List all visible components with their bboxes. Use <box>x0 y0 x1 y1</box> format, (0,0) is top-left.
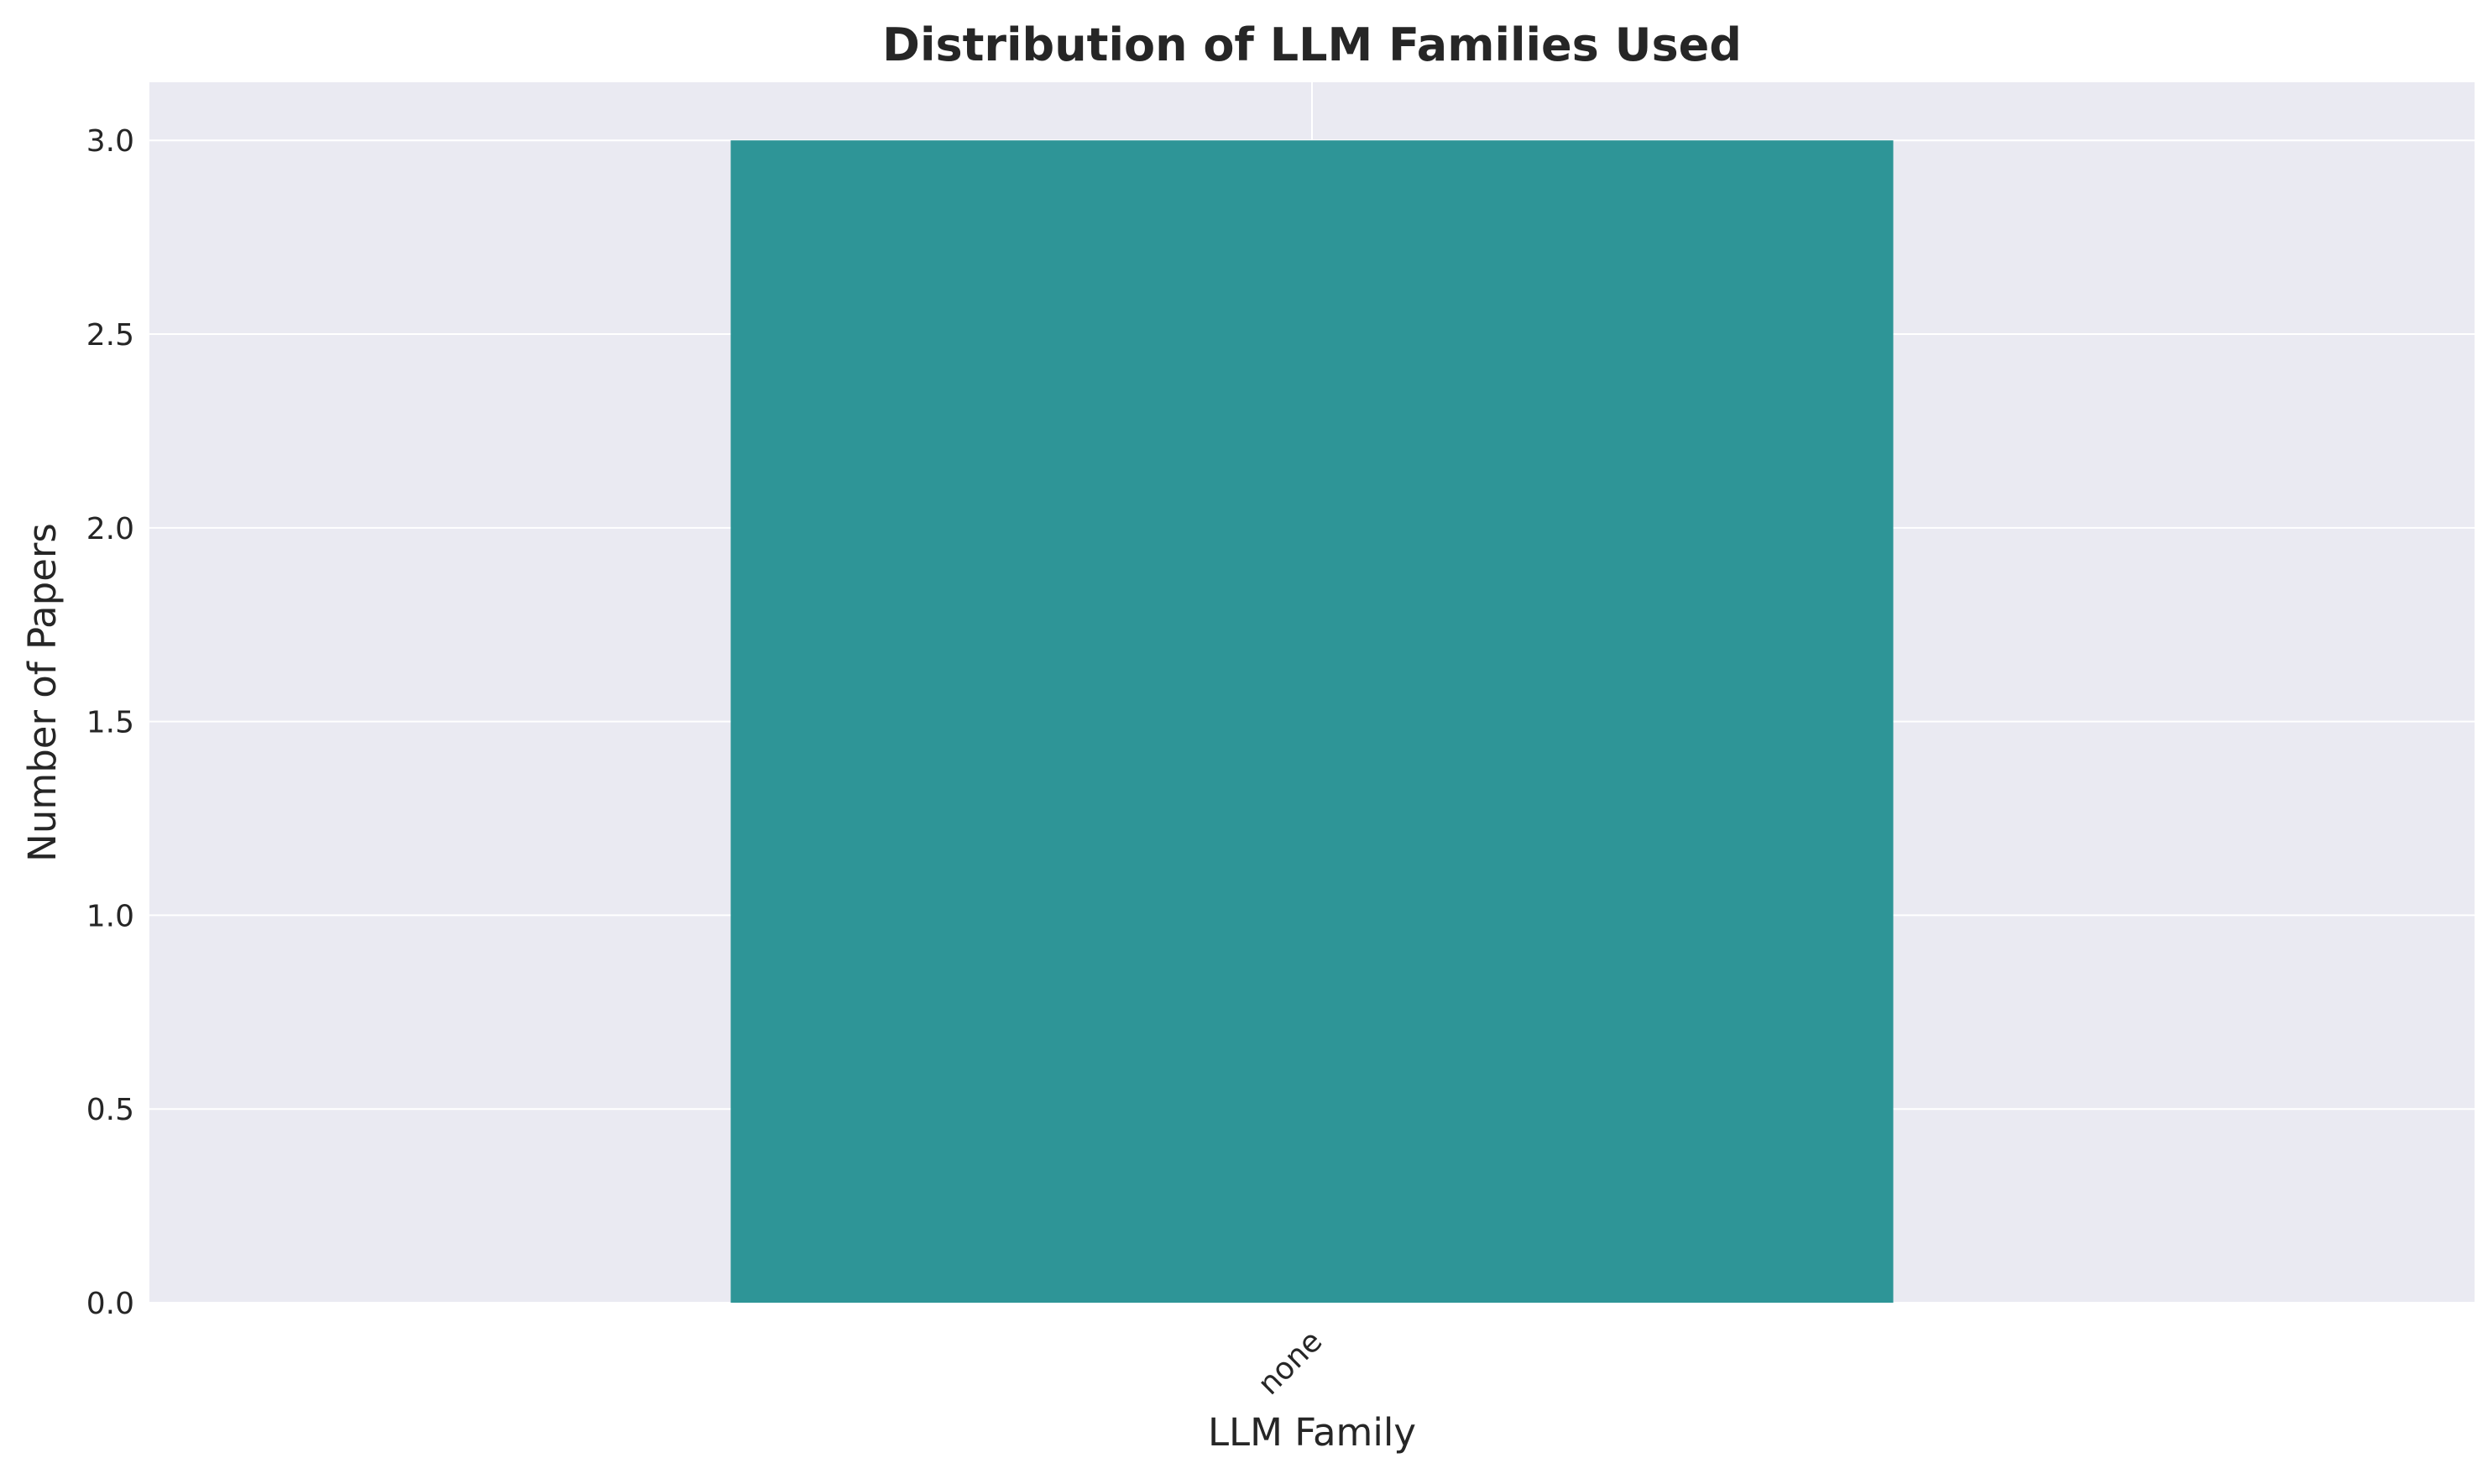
y-tick-label: 1.0 <box>86 899 134 933</box>
y-tick-label: 2.0 <box>86 512 134 546</box>
y-tick-label: 0.5 <box>86 1093 134 1127</box>
y-tick-label: 3.0 <box>86 124 134 159</box>
bar-none <box>730 140 1894 1304</box>
x-axis-label: LLM Family <box>1208 1410 1416 1455</box>
y-axis-label: Number of Papers <box>20 523 65 862</box>
y-tick-label: 0.0 <box>86 1287 134 1321</box>
y-axis-ticks: 0.0 0.5 1.0 1.5 2.0 2.5 3.0 <box>86 124 134 1321</box>
x-axis-ticks: none <box>1252 1324 1329 1401</box>
bars <box>730 140 1894 1304</box>
y-tick-label: 2.5 <box>86 318 134 353</box>
x-tick-label: none <box>1252 1324 1329 1401</box>
chart-title: Distribution of LLM Families Used <box>882 18 1742 71</box>
y-tick-label: 1.5 <box>86 706 134 740</box>
